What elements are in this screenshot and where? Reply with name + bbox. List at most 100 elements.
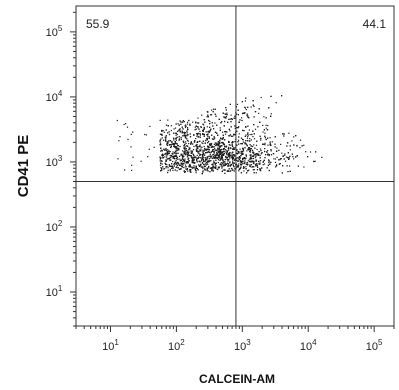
event-point [222,169,224,171]
event-point [219,163,221,165]
event-point [203,161,205,163]
event-point [241,150,243,153]
event-point [180,138,182,140]
event-point [203,164,205,166]
event-point [210,160,212,162]
event-point [259,135,261,137]
event-point [175,142,177,144]
event-point [196,157,198,159]
event-point [208,149,210,151]
event-point [222,134,224,136]
event-point [238,159,240,161]
event-point [201,162,204,164]
event-point [229,134,231,136]
event-point [175,158,177,160]
event-point [229,135,231,137]
event-point [289,170,291,172]
event-point [174,141,176,143]
event-point [222,165,224,167]
event-point [231,167,233,169]
event-point [206,138,208,140]
event-point [246,144,248,146]
event-point [207,146,210,148]
event-point [258,153,260,155]
event-point [213,143,215,145]
y-tick-label: 101 [46,284,63,299]
event-point [246,114,248,117]
event-point [204,169,206,171]
event-point [209,171,211,173]
event-point [234,168,236,170]
event-point [192,160,195,162]
event-point [161,163,163,165]
event-point [223,161,225,163]
event-point [249,157,251,159]
event-point [265,127,267,129]
event-point [204,147,206,150]
event-point [268,155,270,157]
event-point [231,156,233,158]
event-point [234,127,236,129]
event-point [217,141,219,143]
event-point [182,120,184,122]
event-point [206,137,208,140]
event-point [262,131,264,133]
event-point [242,129,244,131]
event-point [293,136,295,138]
event-point [174,146,176,148]
event-point [159,164,162,166]
event-point [238,136,240,138]
event-point [217,159,220,161]
event-point [260,149,262,152]
event-point [207,148,209,151]
event-point [264,157,266,159]
event-point [232,164,234,166]
event-point [173,143,175,145]
event-point [233,166,235,168]
event-point [268,159,270,161]
event-point [212,111,214,113]
event-point [224,146,226,148]
event-point [147,156,149,158]
event-point [247,170,249,172]
event-point [186,134,188,136]
event-point [224,149,227,151]
event-point [176,133,178,136]
event-point [165,148,167,150]
event-point [227,121,229,123]
events-layer [116,95,323,175]
event-point [218,151,220,153]
event-point [197,126,199,128]
event-point [241,161,243,163]
event-point [272,153,275,155]
event-point [222,158,224,160]
event-point [234,141,236,143]
event-point [177,145,179,147]
event-point [162,166,164,168]
event-point [173,152,175,154]
event-point [205,164,207,166]
event-point [293,158,295,160]
event-point [281,95,283,97]
event-point [237,165,240,167]
event-point [206,133,208,136]
event-point [207,167,210,169]
x-tick-label: 105 [366,338,383,353]
event-point [301,145,303,147]
event-point [230,147,232,149]
event-point [215,159,217,161]
event-point [183,153,185,155]
event-point [207,147,209,149]
event-point [253,172,255,174]
event-point [217,143,219,146]
event-point [182,121,184,123]
event-point [177,152,179,154]
event-point [260,137,262,140]
event-point [268,107,270,109]
event-point [268,160,270,162]
event-point [186,140,189,142]
event-point [236,149,238,151]
event-point [189,169,191,171]
event-point [218,145,221,147]
event-point [219,140,221,142]
